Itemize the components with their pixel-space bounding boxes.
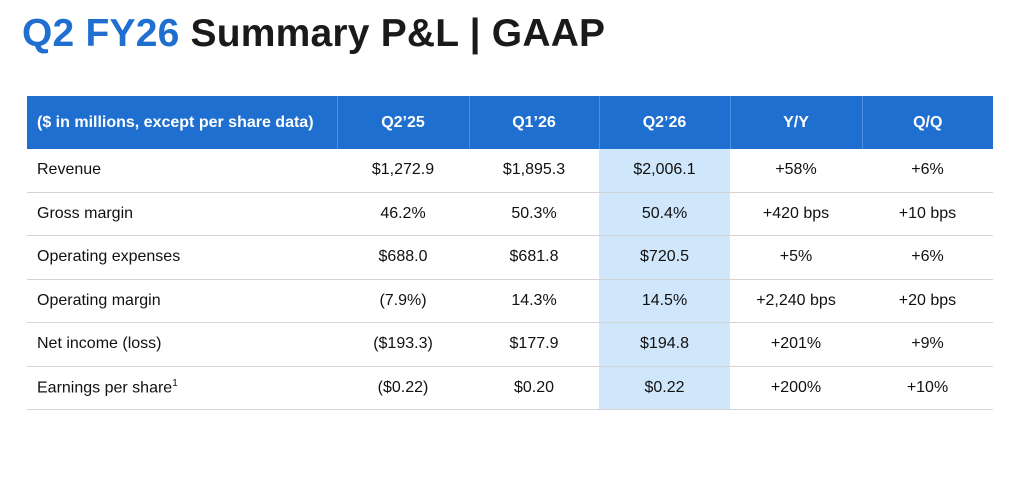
cell-value: +200% bbox=[730, 366, 862, 410]
cell-value: (7.9%) bbox=[337, 279, 469, 323]
cell-value: 50.3% bbox=[469, 192, 599, 236]
header-label: ($ in millions, except per share data) bbox=[27, 96, 338, 149]
table-row: Earnings per share1 ($0.22) $0.20 $0.22 … bbox=[27, 366, 993, 410]
cell-value: +5% bbox=[730, 235, 862, 280]
cell-value-highlight: $720.5 bbox=[599, 235, 730, 280]
cell-value: +10 bps bbox=[862, 192, 993, 236]
table-header-row: ($ in millions, except per share data) Q… bbox=[27, 96, 993, 149]
row-label: Earnings per share1 bbox=[27, 366, 337, 410]
cell-value: 14.3% bbox=[469, 279, 599, 323]
row-label: Gross margin bbox=[27, 192, 337, 236]
cell-value: +201% bbox=[730, 322, 862, 367]
pl-summary-table: ($ in millions, except per share data) Q… bbox=[27, 96, 993, 410]
row-label: Operating expenses bbox=[27, 235, 337, 280]
footnote-marker: 1 bbox=[172, 378, 178, 390]
cell-value: $1,895.3 bbox=[469, 149, 599, 193]
row-label: Revenue bbox=[27, 149, 337, 193]
row-label: Net income (loss) bbox=[27, 322, 337, 367]
table-row: Operating margin (7.9%) 14.3% 14.5% +2,2… bbox=[27, 279, 993, 323]
header-q2-25: Q2’25 bbox=[337, 96, 470, 149]
cell-value: +20 bps bbox=[862, 279, 993, 323]
cell-value: +9% bbox=[862, 322, 993, 367]
cell-value: +6% bbox=[862, 149, 993, 193]
table-row: Gross margin 46.2% 50.3% 50.4% +420 bps … bbox=[27, 192, 993, 236]
cell-value: ($193.3) bbox=[337, 322, 469, 367]
title-main: Summary P&L | GAAP bbox=[190, 12, 606, 55]
cell-value: $688.0 bbox=[337, 235, 469, 280]
cell-value: $1,272.9 bbox=[337, 149, 469, 193]
table-row: Operating expenses $688.0 $681.8 $720.5 … bbox=[27, 235, 993, 280]
cell-value: $0.20 bbox=[469, 366, 599, 410]
header-q1-26: Q1’26 bbox=[469, 96, 600, 149]
cell-value: +6% bbox=[862, 235, 993, 280]
cell-value: 46.2% bbox=[337, 192, 469, 236]
cell-value: $681.8 bbox=[469, 235, 599, 280]
header-q2-26: Q2’26 bbox=[599, 96, 731, 149]
cell-value-highlight: $0.22 bbox=[599, 366, 730, 410]
header-yy: Y/Y bbox=[730, 96, 863, 149]
title-accent: Q2 FY26 bbox=[22, 12, 180, 55]
cell-value: ($0.22) bbox=[337, 366, 469, 410]
table-row: Revenue $1,272.9 $1,895.3 $2,006.1 +58% … bbox=[27, 149, 993, 193]
table-row: Net income (loss) ($193.3) $177.9 $194.8… bbox=[27, 322, 993, 367]
cell-value: +58% bbox=[730, 149, 862, 193]
header-qq: Q/Q bbox=[862, 96, 993, 149]
cell-value-highlight: $194.8 bbox=[599, 322, 730, 367]
row-label: Operating margin bbox=[27, 279, 337, 323]
cell-value-highlight: 50.4% bbox=[599, 192, 730, 236]
row-label-text: Earnings per share bbox=[37, 379, 173, 397]
cell-value-highlight: 14.5% bbox=[599, 279, 730, 323]
cell-value-highlight: $2,006.1 bbox=[599, 149, 730, 193]
cell-value: +2,240 bps bbox=[730, 279, 862, 323]
cell-value: +10% bbox=[862, 366, 993, 410]
cell-value: +420 bps bbox=[730, 192, 862, 236]
page-title: Q2 FY26 Summary P&L | GAAP bbox=[22, 12, 605, 56]
cell-value: $177.9 bbox=[469, 322, 599, 367]
